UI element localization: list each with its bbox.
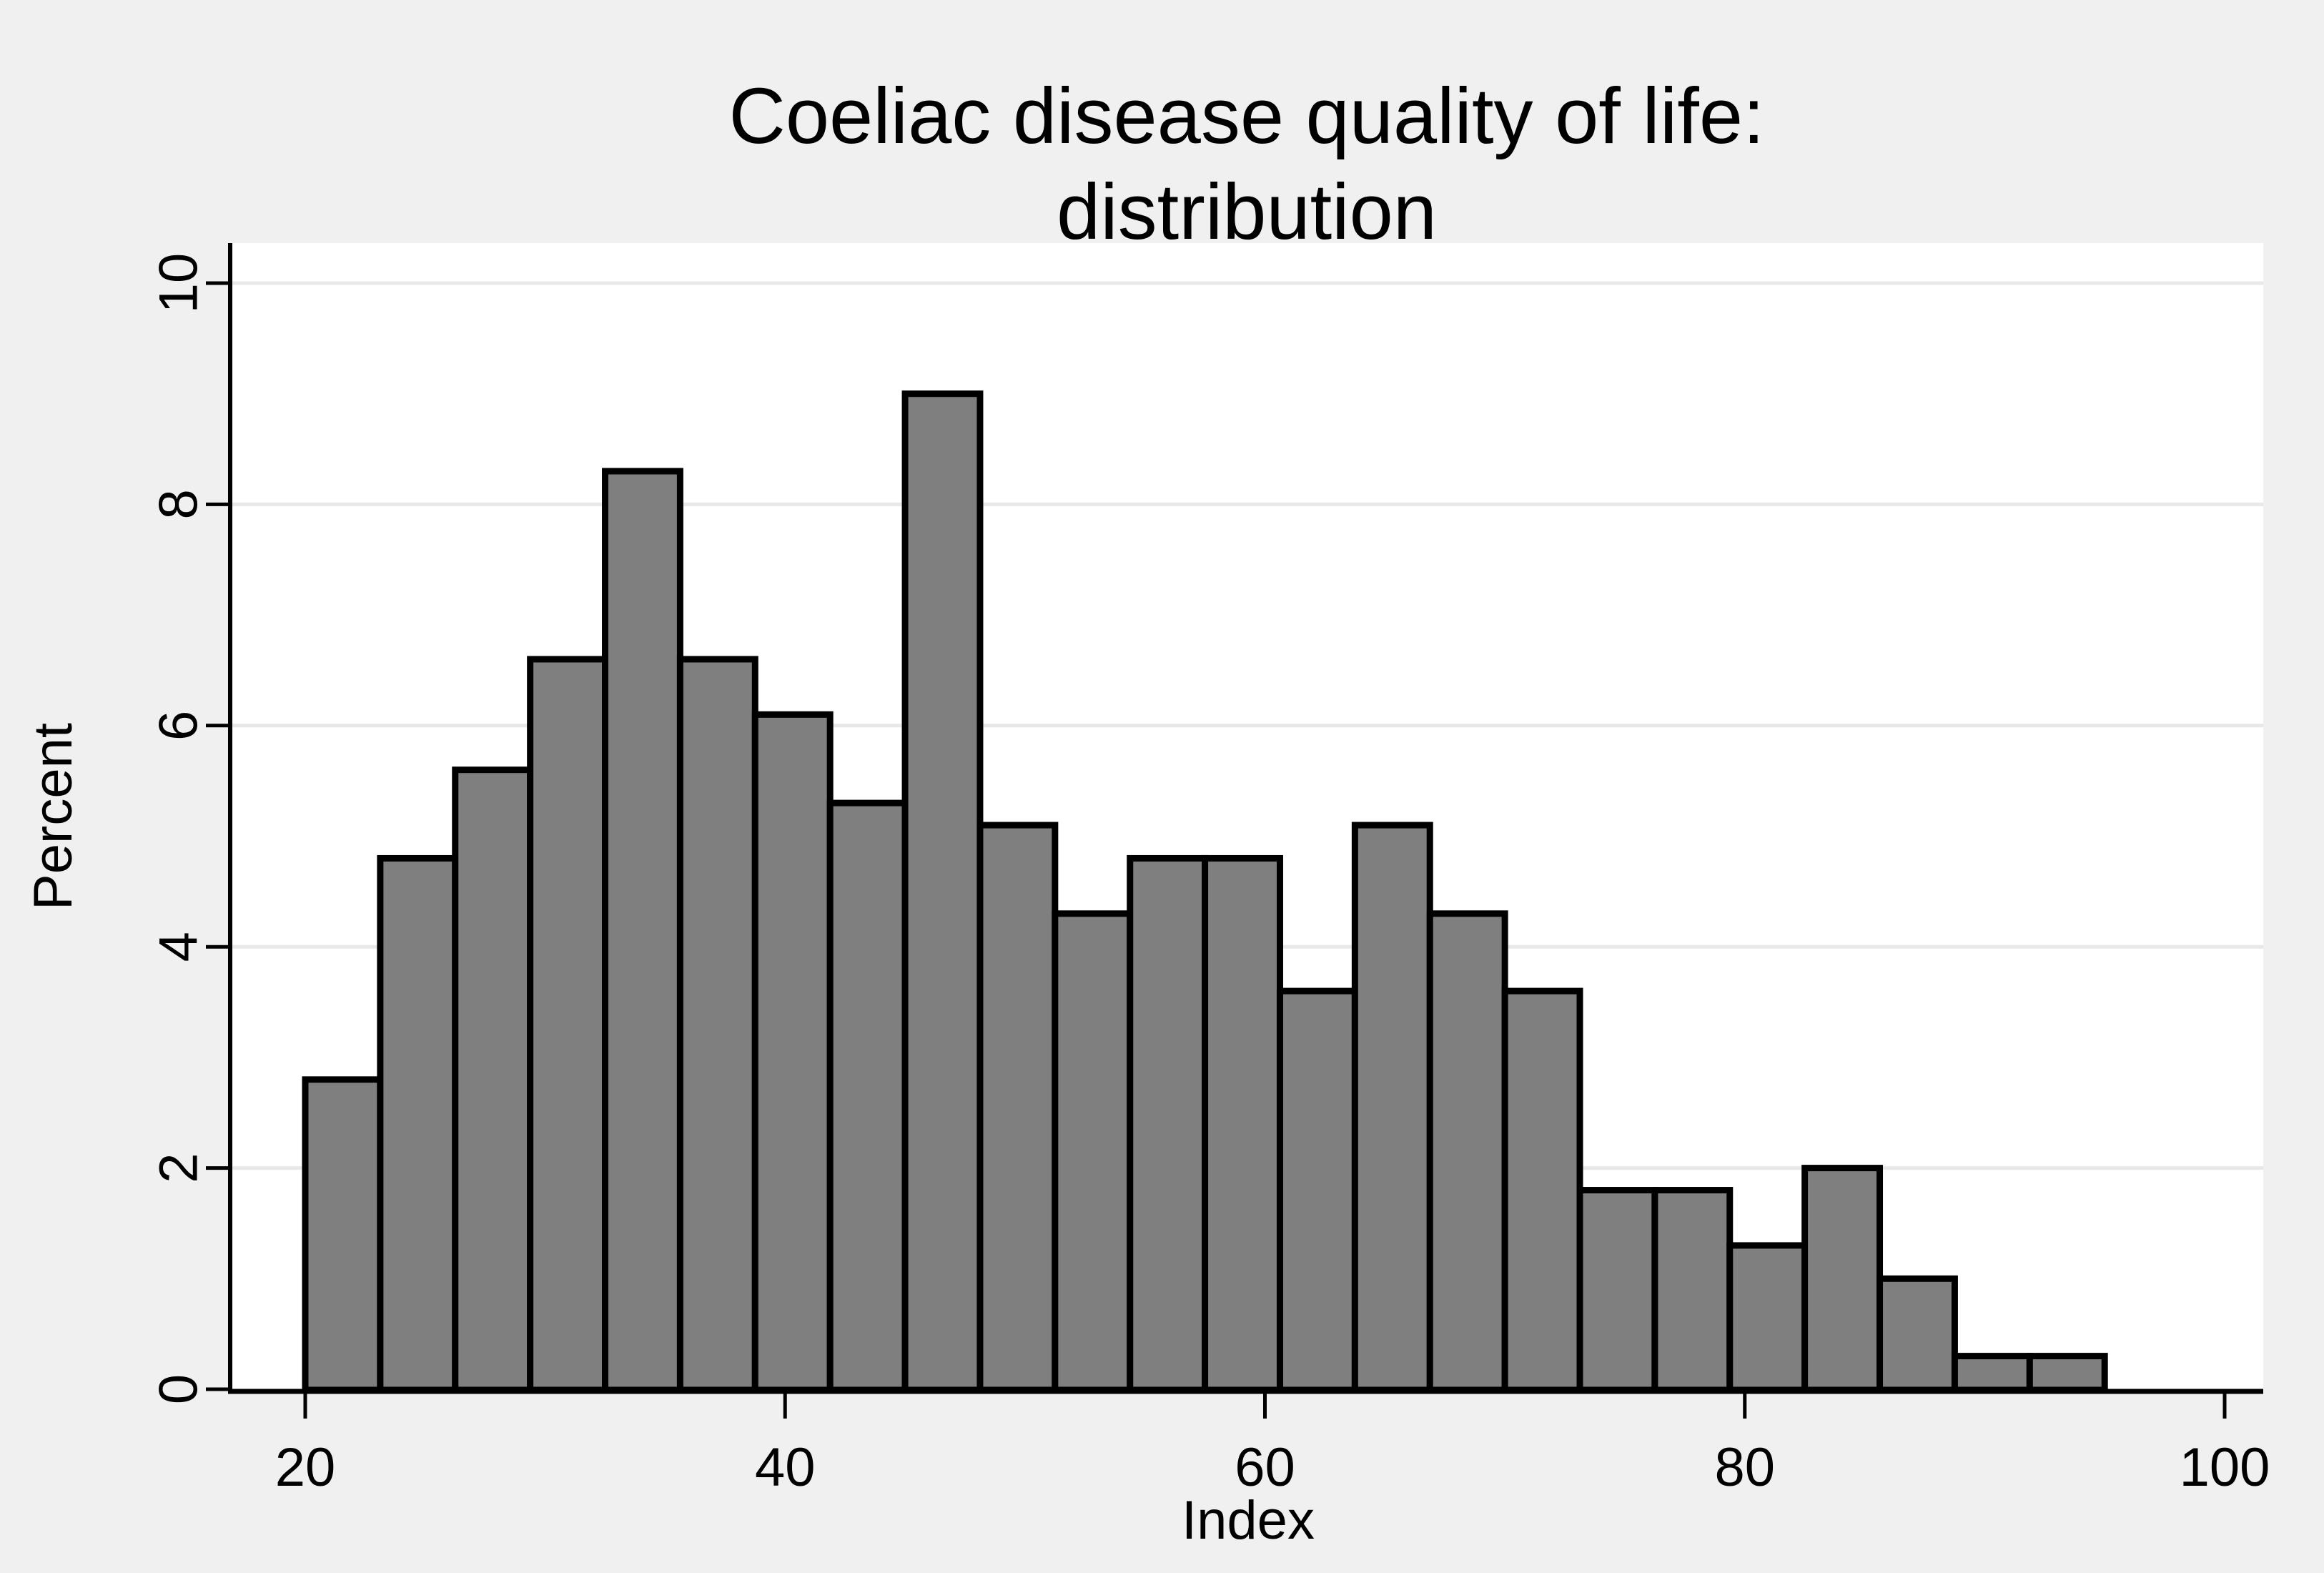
histogram-bar [676, 656, 758, 1394]
histogram-bar [377, 854, 459, 1394]
histogram-bar [1276, 987, 1358, 1394]
x-tick-label: 80 [1714, 1437, 1775, 1498]
x-tick-label: 20 [275, 1437, 336, 1498]
y-tick-label: 0 [149, 1374, 209, 1404]
histogram-bar [1576, 1187, 1658, 1394]
histogram-bar [1801, 1165, 1884, 1394]
histogram-bar [976, 822, 1059, 1394]
y-tick-label: 6 [149, 711, 209, 741]
histogram-bar [1501, 987, 1583, 1394]
y-axis-label: Percent [23, 723, 84, 910]
histogram-bar [527, 656, 609, 1394]
histogram-bar [302, 1076, 384, 1394]
y-tick-label: 4 [149, 932, 209, 962]
histogram-bar [2026, 1353, 2108, 1394]
y-tick-label: 2 [149, 1153, 209, 1183]
histogram-bar [1351, 822, 1433, 1394]
histogram-bar [901, 390, 984, 1394]
histogram-bars [302, 390, 2108, 1394]
histogram-bar [1052, 910, 1134, 1394]
chart-title-line-2: distribution [1057, 168, 1437, 256]
x-tick-label: 100 [2180, 1437, 2270, 1498]
y-tick-label: 10 [149, 253, 209, 314]
histogram-bar [452, 766, 534, 1394]
x-tick-label: 40 [755, 1437, 816, 1498]
histogram-bar [1951, 1353, 2033, 1394]
x-tick-label: 60 [1235, 1437, 1295, 1498]
histogram-bar [1651, 1187, 1734, 1394]
chart-title-line-1: Coeliac disease quality of life: [728, 72, 1764, 160]
histogram-bar [826, 799, 909, 1394]
y-tick-label: 8 [149, 489, 209, 519]
x-axis-label: Index [1182, 1490, 1315, 1551]
histogram-bar [1202, 854, 1283, 1394]
axes: 0 2 4 6 8 10 20 40 60 80 100 [149, 243, 2270, 1498]
histogram-bar [602, 468, 683, 1394]
histogram-bar [1726, 1242, 1809, 1394]
histogram-bar [1876, 1275, 1958, 1394]
histogram-bar [1127, 854, 1209, 1394]
histogram-bar [751, 711, 834, 1394]
histogram-bar [1426, 910, 1508, 1394]
